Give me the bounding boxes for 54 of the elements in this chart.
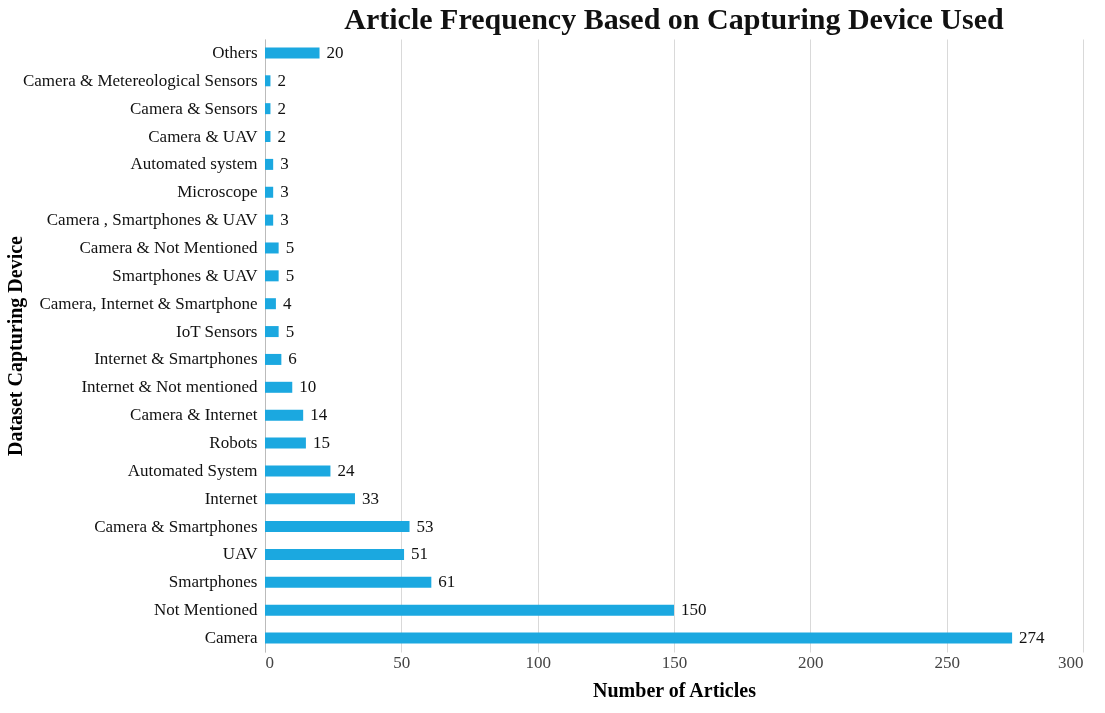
x-tick-label: 50	[393, 652, 411, 672]
y-tick-label: Camera & Sensors	[130, 98, 258, 118]
y-tick-label: Internet & Smartphones	[94, 349, 258, 369]
data-label: 4	[282, 293, 292, 313]
x-tick-label: 150	[661, 652, 688, 672]
data-label: 3	[280, 210, 289, 230]
y-tick-label: Not Mentioned	[154, 600, 258, 620]
data-label: 53	[416, 516, 434, 536]
y-tick-label: UAV	[222, 544, 259, 564]
y-tick-label: Camera & Metereological Sensors	[22, 70, 258, 90]
y-tick-label: Internet & Not mentioned	[81, 377, 258, 397]
data-label: 33	[361, 488, 379, 508]
y-tick-label: IoT Sensors	[176, 321, 258, 341]
y-tick-label: Automated System	[127, 460, 258, 480]
y-tick-label: Smartphones & UAV	[112, 265, 259, 285]
y-tick-label: Robots	[209, 433, 258, 453]
y-tick-label: Camera & Not Mentioned	[79, 237, 258, 257]
data-label: 10	[299, 377, 317, 397]
x-tick-label: 300	[1058, 652, 1084, 672]
data-label: 14	[310, 405, 328, 425]
data-label: 5	[285, 237, 295, 257]
data-label: 20	[326, 42, 344, 62]
data-label: 61	[438, 572, 456, 592]
data-label: 24	[337, 460, 355, 480]
y-axis-title: Dataset Capturing Device	[3, 235, 27, 456]
y-tick-label: Others	[212, 42, 258, 62]
x-tick-label: 250	[934, 652, 960, 672]
data-label: 15	[312, 433, 330, 453]
chart-title: Article Frequency Based on Capturing Device Used	[344, 2, 1004, 35]
x-tick-label: 100	[525, 652, 551, 672]
y-tick-label: Camera & Smartphones	[94, 516, 258, 536]
data-label: 6	[288, 349, 297, 369]
x-tick-label: 200	[798, 652, 824, 672]
data-label: 2	[277, 70, 286, 90]
y-tick-label: Camera , Smartphones & UAV	[46, 210, 259, 230]
y-tick-label: Camera & Internet	[130, 405, 258, 425]
data-label: 5	[285, 321, 295, 341]
data-label: 2	[277, 98, 286, 118]
data-label: 3	[280, 182, 289, 202]
y-tick-label: Automated system	[130, 154, 258, 174]
data-label: 51	[411, 544, 429, 564]
y-tick-label: Camera	[204, 628, 258, 648]
data-label: 2	[277, 126, 286, 146]
y-tick-label: Microscope	[177, 182, 258, 202]
data-label: 274	[1019, 628, 1046, 648]
y-tick-label: Camera, Internet & Smartphone	[39, 293, 258, 313]
y-tick-label: Internet	[204, 488, 258, 508]
data-label: 5	[285, 265, 295, 285]
x-tick-label: 0	[265, 652, 274, 672]
y-tick-label: Camera & UAV	[148, 126, 259, 146]
data-label: 150	[681, 600, 707, 620]
data-label: 3	[280, 154, 289, 174]
y-tick-label: Smartphones	[168, 572, 258, 592]
x-axis-title: Number of Articles	[593, 678, 757, 701]
